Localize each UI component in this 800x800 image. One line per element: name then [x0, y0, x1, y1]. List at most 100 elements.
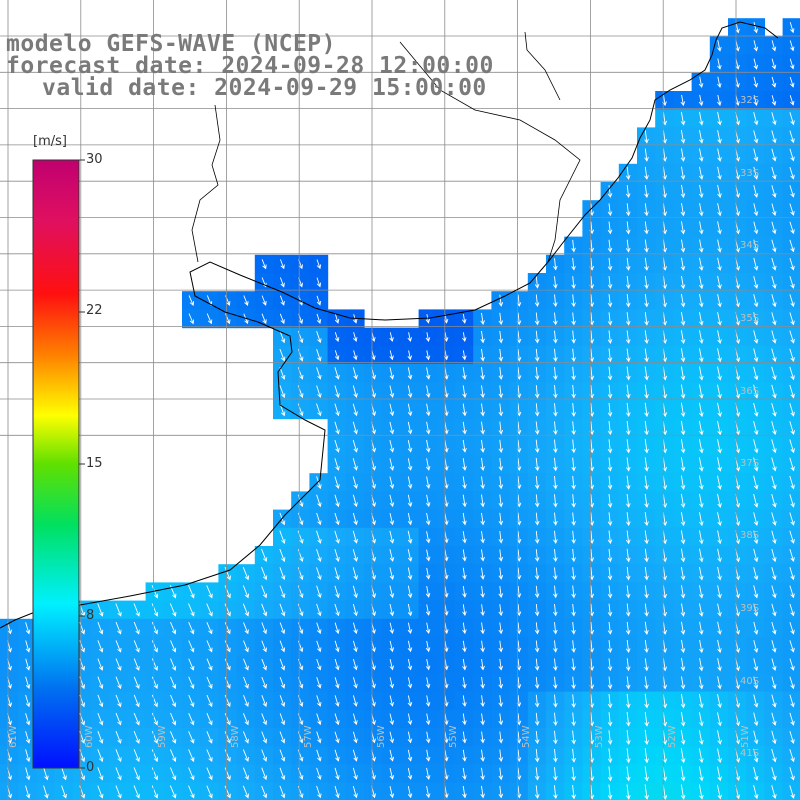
wind-arrow — [352, 677, 358, 689]
wind-arrow — [644, 275, 649, 290]
wind-arrow — [243, 622, 249, 635]
wind-arrow — [607, 493, 613, 508]
wind-arrow — [151, 749, 159, 763]
wind-arrow — [444, 476, 449, 490]
wind-arrow — [462, 785, 467, 799]
wind-arrow — [753, 640, 759, 653]
wind-arrow — [279, 567, 286, 581]
wind-arrow — [115, 731, 122, 744]
wind-arrow — [662, 711, 668, 727]
wind-arrow — [25, 767, 31, 781]
wind-arrow — [717, 40, 722, 52]
wind-arrow — [316, 567, 322, 581]
wind-arrow — [626, 784, 631, 800]
wind-arrow — [261, 548, 268, 563]
wind-arrow — [698, 184, 704, 199]
wind-arrow — [224, 785, 231, 799]
wind-arrow — [407, 512, 413, 526]
wind-arrow — [480, 439, 485, 453]
wind-arrow — [97, 676, 104, 690]
wind-arrow — [279, 695, 286, 707]
wind-arrow — [534, 403, 540, 417]
wind-arrow — [698, 766, 704, 782]
wind-arrow — [607, 730, 613, 745]
wind-arrow — [680, 730, 686, 745]
wind-arrow — [352, 731, 358, 744]
lon-label: 57W — [303, 725, 314, 748]
wind-arrow — [753, 148, 759, 162]
wind-cell — [782, 546, 800, 565]
wind-arrow — [169, 731, 177, 744]
wind-arrow — [425, 403, 431, 417]
wind-arrow — [607, 257, 613, 271]
wind-arrow — [625, 294, 631, 308]
wind-arrow — [498, 531, 504, 544]
wind-arrow — [462, 367, 467, 380]
wind-arrow — [480, 749, 485, 762]
wind-arrow — [206, 731, 213, 744]
wind-arrow — [498, 677, 504, 689]
wind-arrow — [698, 239, 704, 253]
wind-arrow — [644, 621, 649, 635]
wind-arrow — [389, 530, 395, 544]
wind-arrow — [133, 603, 140, 617]
wind-arrow — [571, 658, 576, 672]
wind-arrow — [625, 166, 631, 180]
wind-arrow — [717, 457, 722, 472]
colorbar — [32, 159, 85, 769]
wind-arrow — [261, 713, 268, 726]
wind-arrow — [534, 567, 540, 581]
wind-arrow — [680, 420, 686, 436]
wind-arrow — [789, 239, 795, 253]
wind-arrow — [261, 585, 268, 599]
wind-arrow — [680, 166, 686, 181]
wind-arrow — [242, 567, 250, 581]
wind-arrow — [753, 94, 759, 107]
wind-arrow — [698, 148, 704, 162]
wind-arrow — [753, 402, 759, 417]
wind-arrow — [571, 439, 576, 454]
wind-arrow — [789, 603, 795, 617]
wind-arrow — [698, 275, 704, 290]
wind-arrow — [498, 421, 504, 435]
wind-arrow — [334, 332, 340, 342]
wind-arrow — [480, 385, 485, 399]
wind-arrow — [753, 603, 759, 617]
wind-arrow — [771, 275, 777, 290]
wind-arrow — [534, 585, 540, 599]
wind-arrow — [717, 694, 722, 709]
wind-arrow — [717, 566, 722, 581]
wind-arrow — [698, 257, 704, 271]
wind-arrow — [352, 585, 358, 599]
wind-arrow — [771, 312, 777, 326]
wind-arrow — [680, 639, 686, 654]
wind-arrow — [279, 767, 286, 781]
wind-arrow — [425, 786, 431, 799]
wind-arrow — [480, 622, 485, 635]
wind-arrow — [462, 749, 467, 762]
wind-arrow — [571, 585, 576, 599]
wind-arrow — [352, 695, 358, 707]
wind-arrow — [717, 639, 722, 654]
wind-arrow — [771, 203, 777, 216]
wind-arrow — [571, 748, 576, 763]
wind-arrow — [389, 385, 395, 399]
wind-cell — [782, 709, 800, 729]
wind-cell — [782, 509, 800, 529]
wind-arrow — [553, 530, 558, 544]
wind-arrow — [425, 640, 431, 653]
wind-arrow — [626, 402, 631, 418]
lon-label: 54W — [521, 725, 532, 748]
wind-arrow — [753, 457, 759, 472]
wind-arrow — [644, 348, 649, 363]
wind-arrow — [699, 548, 704, 563]
wind-arrow — [170, 676, 177, 690]
wind-arrow — [644, 148, 649, 162]
wind-arrow — [316, 403, 322, 417]
wind-arrow — [389, 677, 395, 689]
wind-arrow — [626, 493, 631, 508]
wind-arrow — [553, 694, 558, 708]
wind-cell — [782, 564, 800, 583]
wind-arrow — [644, 585, 649, 599]
